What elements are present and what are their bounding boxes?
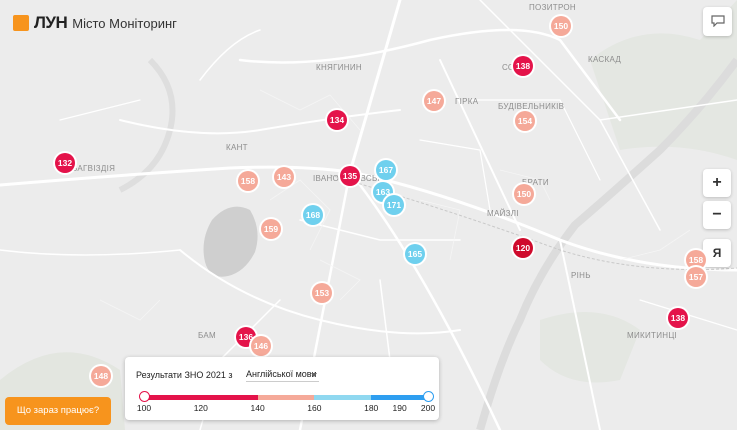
range-min-handle[interactable] [139, 391, 150, 402]
school-marker[interactable]: 158 [686, 250, 706, 270]
area-label-maizli: МАЙЗЛІ [487, 209, 519, 218]
area-label-braty: БРАТИ [522, 178, 549, 187]
legend-segment [371, 395, 428, 400]
legend-tick-label: 120 [193, 403, 208, 413]
legend-tick-label: 160 [307, 403, 322, 413]
legend-tick-label: 190 [392, 403, 407, 413]
chevron-down-icon [311, 373, 317, 377]
range-max-handle[interactable] [423, 391, 434, 402]
locate-me-button[interactable]: Я [703, 239, 731, 267]
school-marker[interactable]: 147 [424, 91, 444, 111]
chat-bubble-icon [710, 15, 725, 28]
area-label-ivsk: ІВСЬК [358, 174, 383, 183]
area-label-kant: КАНТ [226, 143, 248, 152]
school-marker[interactable]: 120 [513, 238, 533, 258]
legend-segment [144, 395, 258, 400]
school-marker[interactable]: 148 [91, 366, 111, 386]
chat-button[interactable] [703, 7, 732, 36]
area-label-knyahynyn: КНЯГИНИН [316, 63, 362, 72]
school-marker[interactable]: 134 [327, 110, 347, 130]
area-label-kaskad: КАСКАД [588, 55, 621, 64]
area-label-mykytyntsi: МИКИТИНЦІ [627, 331, 677, 340]
area-label-budivelnykiv: БУДІВЕЛЬНИКІВ [498, 102, 564, 111]
area-label-sofiivka: СОФ [502, 63, 521, 72]
logo-mark-icon [13, 15, 29, 31]
logo-subtitle: Місто Моніторинг [72, 15, 177, 31]
school-marker[interactable]: 157 [686, 267, 706, 287]
school-marker[interactable]: 167 [376, 160, 396, 180]
logo[interactable]: ЛУН Місто Моніторинг [13, 13, 177, 33]
area-label-pozytron: ПОЗИТРОН [529, 3, 576, 12]
area-label-hirka: ГІРКА [455, 97, 479, 106]
school-marker[interactable]: 146 [251, 336, 271, 356]
legend-tick-label: 200 [420, 403, 436, 413]
school-marker[interactable]: 135 [340, 166, 360, 186]
area-label-ivano: ІВАНО [313, 174, 339, 183]
zoom-in-button[interactable]: + [703, 169, 731, 197]
school-marker[interactable]: 168 [303, 205, 323, 225]
school-marker[interactable]: 138 [668, 308, 688, 328]
legend-title: Результати ЗНО 2021 з [136, 370, 233, 380]
school-marker[interactable]: 165 [405, 244, 425, 264]
subject-select[interactable]: Англійської мови [246, 369, 319, 382]
legend-segment [257, 395, 315, 400]
logo-brand: ЛУН [34, 13, 68, 32]
school-marker[interactable]: 150 [514, 184, 534, 204]
area-label-bahvizdia: БАГВІЗДІЯ [72, 164, 115, 173]
school-marker[interactable]: 171 [384, 195, 404, 215]
legend-tick-label: 180 [364, 403, 379, 413]
area-label-bam: БАМ [198, 331, 216, 340]
legend-panel: Результати ЗНО 2021 з Англійської мови 1… [125, 357, 439, 420]
school-marker[interactable]: 158 [238, 171, 258, 191]
legend-tick-label: 100 [136, 403, 152, 413]
school-marker[interactable]: 159 [261, 219, 281, 239]
school-marker[interactable]: 150 [551, 16, 571, 36]
zoom-out-button[interactable]: − [703, 201, 731, 229]
legend-tick-label: 140 [250, 403, 265, 413]
school-marker[interactable]: 153 [312, 283, 332, 303]
what-works-now-button[interactable]: Що зараз працює? [5, 397, 111, 425]
legend-segment [314, 395, 372, 400]
school-marker[interactable]: 154 [515, 111, 535, 131]
school-marker[interactable]: 132 [55, 153, 75, 173]
school-marker[interactable]: 138 [513, 56, 533, 76]
school-marker[interactable]: 143 [274, 167, 294, 187]
area-label-rin: РІНЬ [571, 271, 591, 280]
